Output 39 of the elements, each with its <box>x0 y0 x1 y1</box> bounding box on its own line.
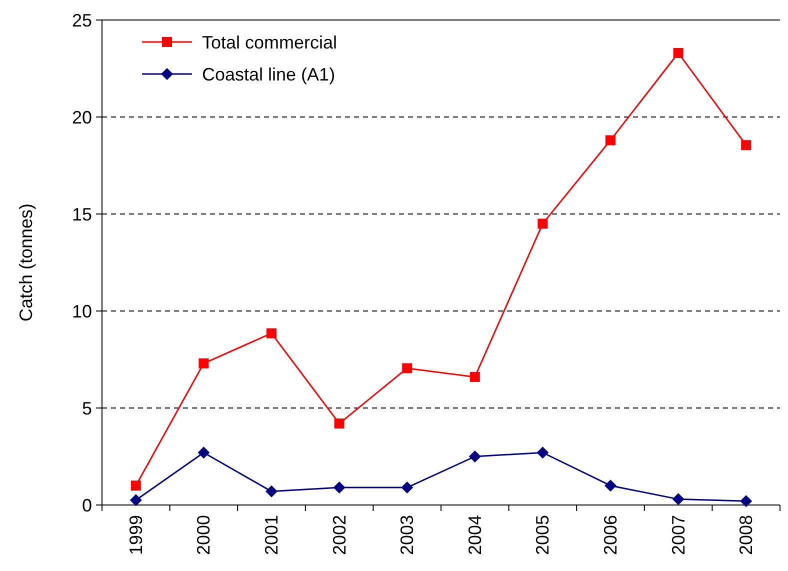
point <box>401 482 414 494</box>
point <box>740 495 752 508</box>
point <box>741 140 752 150</box>
x-tick-label: 2001 <box>262 515 282 556</box>
y-axis-title: Catch (tonnes) <box>16 203 36 322</box>
point <box>198 446 210 459</box>
point <box>536 446 549 459</box>
point <box>198 358 209 368</box>
point <box>672 493 684 506</box>
point <box>130 494 142 506</box>
point <box>538 218 548 229</box>
point <box>333 482 346 494</box>
point <box>468 450 481 462</box>
x-tick-label: 2008 <box>736 515 756 556</box>
point <box>402 363 412 374</box>
point <box>606 135 616 146</box>
point <box>470 372 480 382</box>
point <box>130 480 141 491</box>
point <box>673 48 684 58</box>
x-tick-label: 2006 <box>600 515 620 556</box>
point <box>266 328 276 338</box>
x-tick-label: 2005 <box>532 515 553 556</box>
y-tick-label: 0 <box>82 495 92 516</box>
y-tick-label: 10 <box>72 301 92 322</box>
legend-label: Total commercial <box>202 32 338 52</box>
point <box>334 418 344 429</box>
point <box>604 480 616 492</box>
legend-label: Coastal line (A1) <box>202 64 336 84</box>
y-tick-label: 15 <box>72 204 92 224</box>
x-tick-label: 2000 <box>194 515 214 556</box>
point <box>266 485 278 498</box>
x-tick-label: 2007 <box>668 515 688 556</box>
y-tick-label: 25 <box>72 10 92 30</box>
y-tick-label: 5 <box>82 398 92 418</box>
x-tick-label: 1999 <box>126 515 146 556</box>
y-tick-label: 20 <box>72 107 92 128</box>
x-tick-label: 2004 <box>464 515 485 556</box>
x-tick-label: 2003 <box>397 515 418 556</box>
x-tick-label: 2002 <box>329 515 350 556</box>
